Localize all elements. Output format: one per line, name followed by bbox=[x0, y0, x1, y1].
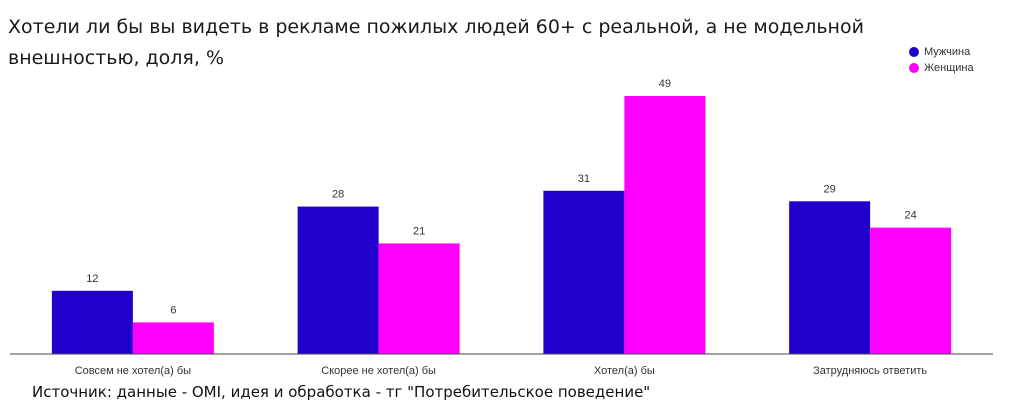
x-tick-label-hard-to-say: Затрудняюсь ответить bbox=[813, 365, 927, 377]
legend-item-female: Женщина bbox=[909, 60, 974, 76]
data-label-hard-to-say-male: 29 bbox=[824, 183, 836, 195]
bar-would-like-female bbox=[624, 96, 706, 354]
bar-rather-not-male bbox=[297, 206, 379, 354]
legend-label-male: Мужчина bbox=[924, 46, 971, 58]
x-tick-label-would-like: Хотел(а) бы bbox=[594, 365, 655, 377]
chart-title: Хотели ли бы вы видеть в рекламе пожилых… bbox=[8, 16, 864, 69]
bar-rather-not-female bbox=[378, 243, 460, 354]
legend-label-female: Женщина bbox=[924, 62, 974, 74]
x-tick-label-not-at-all: Совсем не хотел(а) бы bbox=[75, 365, 191, 377]
bar-not-at-all-male bbox=[51, 290, 133, 354]
legend-swatch-male bbox=[909, 47, 919, 57]
legend-swatch-female bbox=[909, 63, 919, 73]
bar-not-at-all-female bbox=[132, 322, 214, 354]
legend: Мужчина Женщина bbox=[909, 44, 974, 76]
legend-item-male: Мужчина bbox=[909, 44, 974, 60]
data-label-not-at-all-male: 12 bbox=[86, 273, 98, 285]
data-label-not-at-all-female: 6 bbox=[170, 304, 176, 316]
bar-would-like-male bbox=[543, 190, 625, 354]
bar-hard-to-say-female bbox=[870, 227, 952, 354]
x-tick-label-rather-not: Скорее не хотел(а) бы bbox=[321, 365, 436, 377]
data-label-rather-not-male: 28 bbox=[332, 189, 344, 201]
data-label-rather-not-female: 21 bbox=[413, 225, 425, 237]
data-label-hard-to-say-female: 24 bbox=[905, 210, 917, 222]
data-label-would-like-male: 31 bbox=[578, 173, 590, 185]
source-note: Источник: данные - OMI, идея и обработка… bbox=[32, 383, 651, 401]
data-label-would-like-female: 49 bbox=[659, 78, 671, 90]
bar-hard-to-say-male bbox=[789, 201, 871, 354]
